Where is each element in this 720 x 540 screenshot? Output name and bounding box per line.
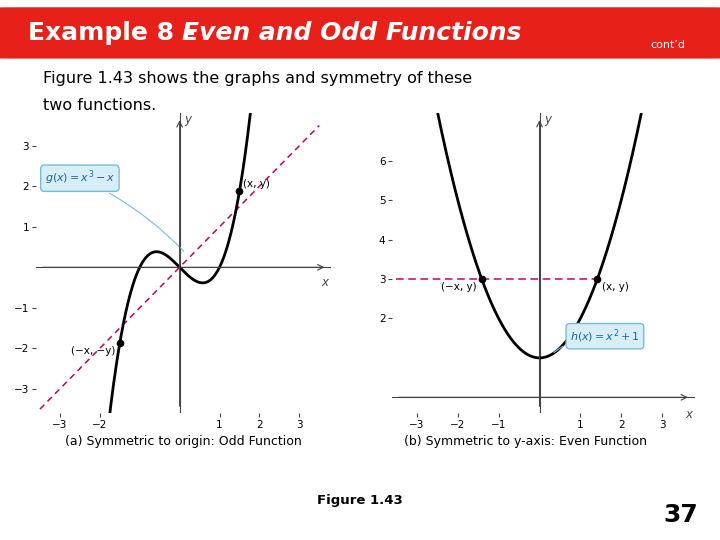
Text: (x, y): (x, y)	[243, 179, 270, 190]
Text: $h(x) = x^2 + 1$: $h(x) = x^2 + 1$	[554, 327, 640, 353]
Text: $g(x) = x^3 - x$: $g(x) = x^3 - x$	[45, 169, 184, 251]
Text: Example 8 –: Example 8 –	[27, 21, 204, 45]
Text: (x, y): (x, y)	[602, 282, 629, 292]
Text: Even and Odd Functions: Even and Odd Functions	[181, 21, 521, 45]
Text: (b) Symmetric to y-axis: Even Function: (b) Symmetric to y-axis: Even Function	[404, 435, 647, 448]
Text: (−x, −y): (−x, −y)	[71, 347, 115, 356]
Text: (a) Symmetric to origin: Odd Function: (a) Symmetric to origin: Odd Function	[66, 435, 302, 448]
Text: Figure 1.43: Figure 1.43	[317, 494, 403, 507]
Text: y: y	[544, 113, 552, 126]
Text: x: x	[322, 276, 329, 289]
Text: cont’d: cont’d	[650, 39, 685, 50]
Text: (−x, y): (−x, y)	[441, 282, 477, 292]
Text: two functions.: two functions.	[43, 98, 156, 113]
Text: x: x	[685, 408, 692, 421]
FancyBboxPatch shape	[0, 7, 720, 59]
Text: Figure 1.43 shows the graphs and symmetry of these: Figure 1.43 shows the graphs and symmetr…	[43, 71, 472, 86]
Text: y: y	[184, 113, 192, 126]
Text: 37: 37	[664, 503, 698, 526]
